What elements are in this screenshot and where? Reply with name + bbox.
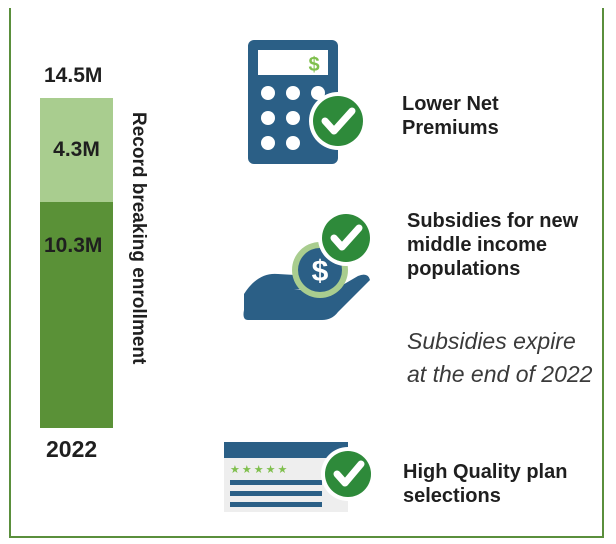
base-enrollment-label: 10.3M (44, 234, 103, 257)
bar-segment-base-enrollment (40, 202, 113, 428)
calculator-check-icon: $ (248, 40, 367, 164)
enrollment-axis-title: Record breaking enrollment (128, 112, 149, 365)
benefit-lower-premiums: Lower Net Premiums (402, 93, 499, 139)
subsidies-expiry-note: Subsidies expire at the end of 2022 (407, 328, 593, 387)
svg-text:★★★★★: ★★★★★ (230, 463, 289, 476)
rated-plan-card-check-icon: ★★★★★ (224, 442, 375, 512)
bar-segment-new-enrollment: 4.3M (40, 98, 113, 202)
year-label: 2022 (46, 436, 98, 462)
hand-coin-check-icon: $ (243, 210, 374, 320)
svg-text:$: $ (312, 255, 329, 288)
benefit-subsidies: Subsidies for new middle income populati… (407, 210, 579, 280)
total-enrollment-label: 14.5M (44, 64, 103, 87)
benefit-high-quality-plans: High Quality plan selections (403, 461, 568, 507)
svg-text:$: $ (308, 54, 319, 76)
new-enrollment-label: 4.3M (53, 138, 100, 161)
